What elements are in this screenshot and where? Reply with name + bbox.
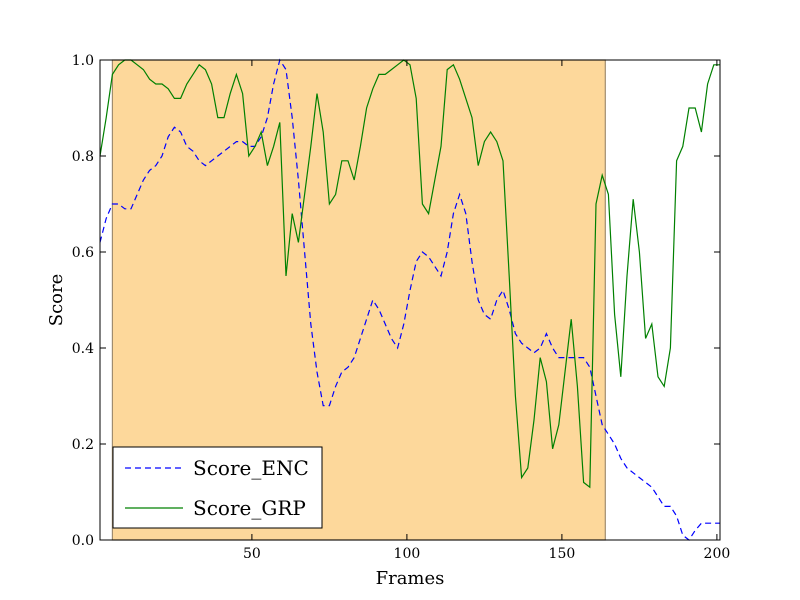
y-tick-label: 1.0: [72, 53, 94, 69]
legend-label-score-grp: Score_GRP: [193, 496, 306, 520]
y-tick-label: 0.2: [72, 437, 94, 453]
x-axis-label: Frames: [376, 568, 445, 589]
y-tick-label: 0.4: [72, 341, 94, 357]
x-tick-label: 50: [243, 546, 261, 562]
series-line-score-grp: [99, 59, 720, 489]
axis-ticks: 50 100 150 200 0.0 0.2 0.4 0.6 0.8 1.0: [72, 53, 731, 562]
y-tick-label: 0.8: [72, 149, 94, 165]
x-tick-label: 100: [394, 546, 421, 562]
legend: Score_ENC Score_GRP: [112, 446, 323, 529]
legend-box: [112, 446, 323, 529]
series-line-score-enc: [99, 58, 720, 541]
y-axis-label: Score: [46, 274, 67, 327]
y-tick-label: 0.6: [72, 245, 94, 261]
axes-frame: [99, 59, 721, 541]
x-tick-label: 150: [549, 546, 576, 562]
x-tick-label: 200: [704, 546, 731, 562]
y-tick-label: 0.0: [72, 533, 94, 549]
legend-label-score-enc: Score_ENC: [193, 456, 309, 480]
